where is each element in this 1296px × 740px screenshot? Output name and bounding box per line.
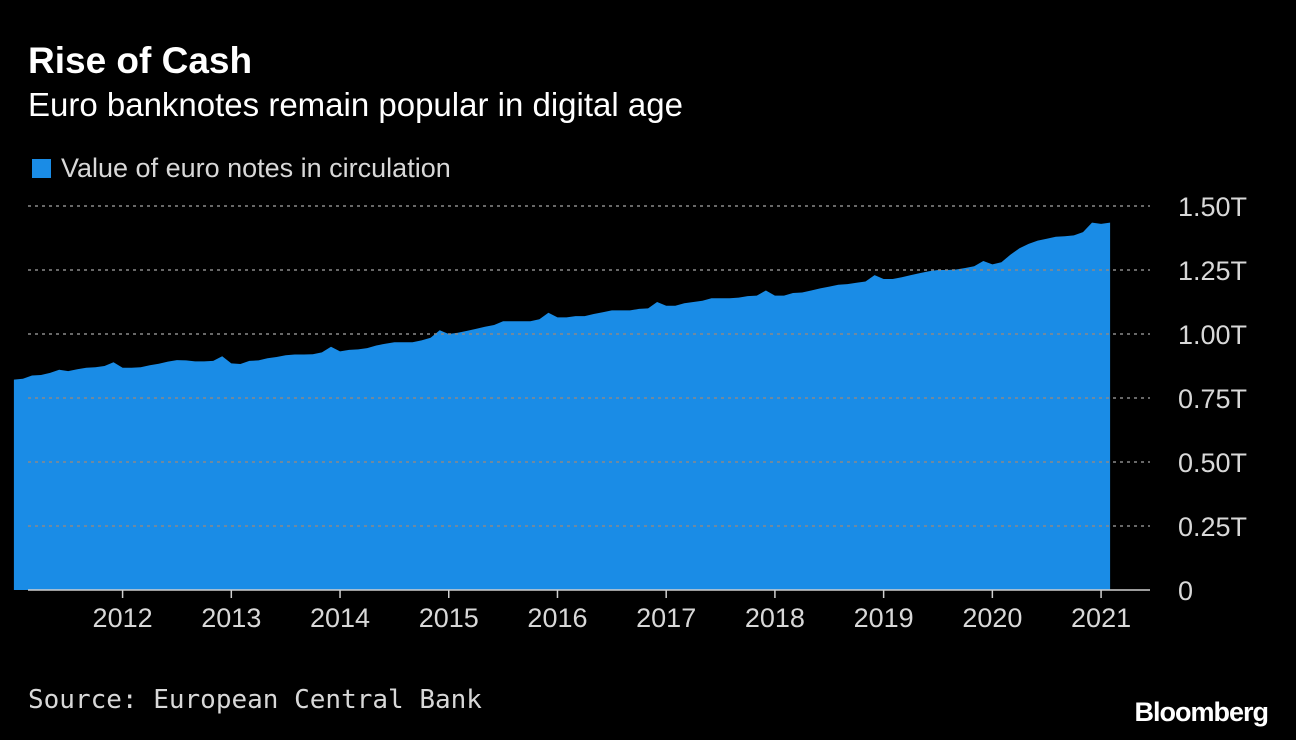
x-tick-label-0: 2012: [93, 603, 153, 633]
legend: Value of euro notes in circulation: [32, 152, 451, 184]
x-tick-label-3: 2015: [419, 603, 479, 633]
x-tick-label-1: 2013: [201, 603, 261, 633]
x-tick-label-5: 2017: [636, 603, 696, 633]
x-tick-label-4: 2016: [527, 603, 587, 633]
y-tick-label-1: 0.25T: [1178, 512, 1247, 542]
y-tick-label-0: 0: [1178, 576, 1193, 606]
y-tick-label-6: 1.50T: [1178, 192, 1247, 222]
x-tick-label-7: 2019: [854, 603, 914, 633]
x-tick-label-2: 2014: [310, 603, 370, 633]
y-tick-label-5: 1.25T: [1178, 256, 1247, 286]
x-tick-label-8: 2020: [962, 603, 1022, 633]
legend-label: Value of euro notes in circulation: [61, 152, 451, 183]
y-tick-label-2: 0.50T: [1178, 448, 1247, 478]
chart-title: Rise of Cash: [28, 40, 253, 81]
chart-subtitle: Euro banknotes remain popular in digital…: [28, 86, 683, 123]
legend-swatch: [32, 158, 51, 178]
area-series: [13, 222, 1111, 590]
x-tick-label-9: 2021: [1071, 603, 1131, 633]
y-tick-label-3: 0.75T: [1178, 384, 1247, 414]
x-tick-label-6: 2018: [745, 603, 805, 633]
source-note: Source: European Central Bank: [28, 685, 482, 715]
bloomberg-logo: Bloomberg: [1134, 697, 1269, 727]
y-tick-label-4: 1.00T: [1178, 320, 1247, 350]
